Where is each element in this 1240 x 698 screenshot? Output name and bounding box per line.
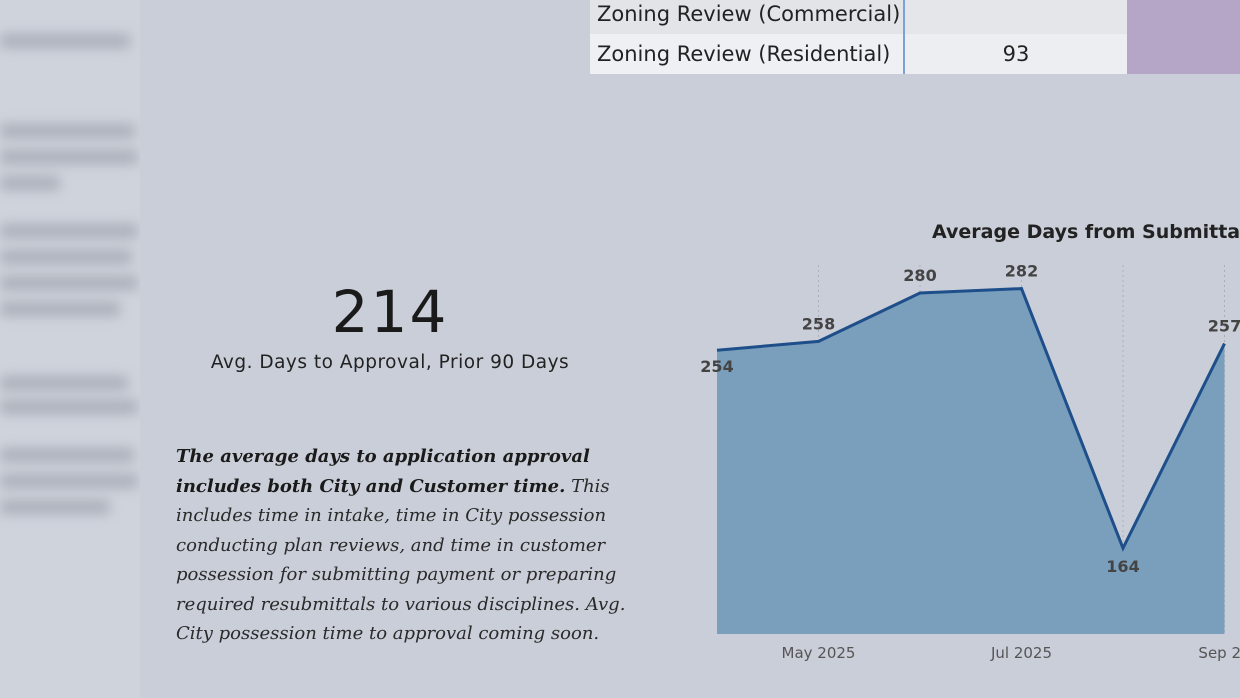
data-label: 254 xyxy=(700,357,733,376)
table-cell-value xyxy=(905,0,1127,34)
blurred-text xyxy=(0,150,138,164)
blurred-side-panel xyxy=(0,0,140,698)
blurred-text xyxy=(0,224,138,238)
table-row[interactable]: Zoning Review (Commercial) xyxy=(590,0,1240,34)
blurred-text xyxy=(0,302,120,316)
kpi-label: Avg. Days to Approval, Prior 90 Days xyxy=(210,352,570,373)
description-body: This includes time in intake, time in Ci… xyxy=(176,475,626,645)
data-label: 258 xyxy=(802,314,835,333)
blurred-text xyxy=(0,276,138,290)
table-cell-bar xyxy=(1127,0,1240,34)
table-cell-value: 93 xyxy=(905,34,1127,74)
chart-title: Average Days from Submittal t xyxy=(932,221,1240,243)
x-tick-label: May 2025 xyxy=(782,644,856,662)
x-tick-label: Jul 2025 xyxy=(990,644,1052,662)
column-divider xyxy=(903,34,905,74)
blurred-text xyxy=(0,250,132,264)
data-label: 282 xyxy=(1005,262,1038,281)
data-label: 280 xyxy=(903,266,936,285)
table-cell-bar xyxy=(1127,34,1240,74)
blurred-text xyxy=(0,376,128,390)
data-label: 257 xyxy=(1208,317,1240,336)
table-cell-name: Zoning Review (Commercial) xyxy=(590,0,903,34)
x-tick-label: Sep 20 xyxy=(1198,644,1240,662)
blurred-text xyxy=(0,124,135,138)
blurred-text xyxy=(0,500,110,514)
data-label: 164 xyxy=(1106,557,1139,576)
table-row[interactable]: Zoning Review (Residential) 93 xyxy=(590,34,1240,74)
series-line xyxy=(716,287,1226,552)
blurred-text xyxy=(0,474,138,488)
description-bold: The average days to application approval… xyxy=(176,446,590,497)
kpi-value: 214 xyxy=(331,278,449,346)
blurred-text xyxy=(0,176,60,190)
blurred-text xyxy=(0,448,134,462)
blurred-text xyxy=(0,400,138,414)
approval-description: The average days to application approval… xyxy=(176,442,636,649)
column-divider xyxy=(903,0,905,34)
table-cell-name: Zoning Review (Residential) xyxy=(590,34,903,74)
area-fill xyxy=(717,288,1225,634)
blurred-text xyxy=(0,34,130,48)
zoning-review-table: Zoning Review (Commercial) Zoning Review… xyxy=(590,0,1240,74)
